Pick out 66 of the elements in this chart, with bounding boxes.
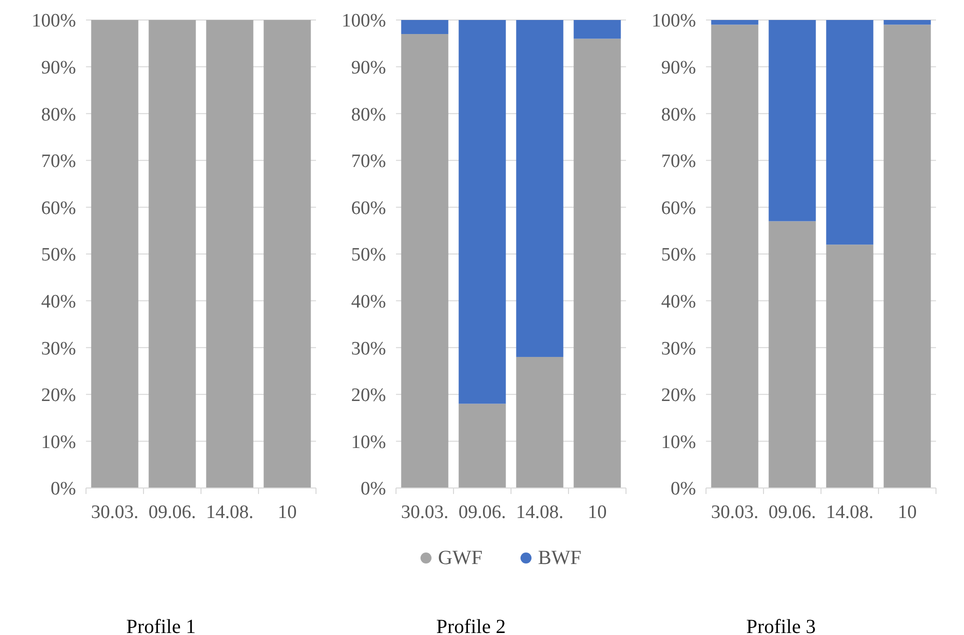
y-tick-label: 100% — [32, 10, 76, 32]
bar — [711, 20, 758, 25]
legend-label: BWF — [538, 547, 582, 569]
x-tick-label: 30.03. — [401, 502, 448, 523]
y-tick-label: 40% — [41, 291, 76, 312]
bar — [711, 24, 758, 488]
x-tick-label: 14.08. — [206, 502, 254, 523]
y-tick-label: 20% — [351, 385, 386, 406]
y-tick-label: 20% — [661, 385, 696, 406]
x-tick-label: 14.08. — [826, 502, 874, 523]
bar — [401, 20, 448, 34]
bar — [826, 244, 874, 488]
x-tick-label: 09.06. — [768, 502, 816, 523]
bar — [826, 20, 874, 245]
bar — [768, 221, 816, 488]
bar — [516, 20, 564, 357]
y-tick-label: 90% — [351, 57, 386, 78]
y-tick-label: 10% — [661, 432, 696, 453]
y-tick-label: 50% — [351, 244, 386, 266]
y-tick-label: 30% — [661, 338, 696, 360]
y-tick-label: 80% — [661, 104, 696, 126]
y-tick-label: 10% — [41, 432, 76, 453]
y-tick-label: 40% — [351, 291, 386, 312]
y-tick-label: 30% — [351, 338, 386, 360]
bar — [458, 404, 506, 488]
bar — [768, 20, 816, 222]
bar — [574, 20, 621, 39]
y-tick-label: 30% — [41, 338, 76, 360]
y-tick-label: 10% — [351, 432, 386, 453]
text: Profile 3 — [746, 616, 816, 635]
y-tick-label: 70% — [41, 151, 76, 172]
bar — [401, 34, 448, 488]
y-tick-label: 0% — [360, 478, 386, 500]
y-tick-label: 40% — [661, 291, 696, 312]
y-tick-label: 100% — [342, 10, 386, 32]
text: Profile 1 — [126, 616, 196, 635]
y-tick-label: 60% — [351, 198, 386, 219]
x-tick-label: 09.06. — [458, 502, 506, 523]
bar — [884, 24, 931, 488]
y-tick-label: 50% — [41, 244, 76, 266]
x-tick-label: 10 — [278, 502, 297, 523]
y-tick-label: 50% — [661, 244, 696, 266]
y-tick-label: 80% — [351, 104, 386, 126]
y-tick-label: 20% — [41, 385, 76, 406]
y-tick-label: 0% — [670, 478, 696, 500]
x-tick-label: 09.06. — [148, 502, 196, 523]
y-tick-label: 100% — [652, 10, 696, 32]
x-tick-label: 30.03. — [711, 502, 758, 523]
y-tick-label: 60% — [41, 198, 76, 219]
text: Profile 2 — [436, 616, 506, 635]
y-tick-label: 90% — [41, 57, 76, 78]
bar — [458, 20, 506, 404]
y-tick-label: 0% — [50, 478, 76, 500]
x-tick-label: 10 — [898, 502, 917, 523]
y-tick-label: 80% — [41, 104, 76, 126]
y-tick-label: 60% — [661, 198, 696, 219]
x-tick-label: 10 — [588, 502, 607, 523]
y-tick-label: 70% — [351, 151, 386, 172]
y-tick-label: 90% — [661, 57, 696, 78]
bar — [516, 356, 564, 488]
bar — [574, 38, 621, 488]
x-tick-label: 30.03. — [91, 502, 138, 523]
bar — [884, 20, 931, 25]
legend-label: GWF — [438, 547, 482, 569]
y-tick-label: 70% — [661, 151, 696, 172]
x-tick-label: 14.08. — [516, 502, 564, 523]
